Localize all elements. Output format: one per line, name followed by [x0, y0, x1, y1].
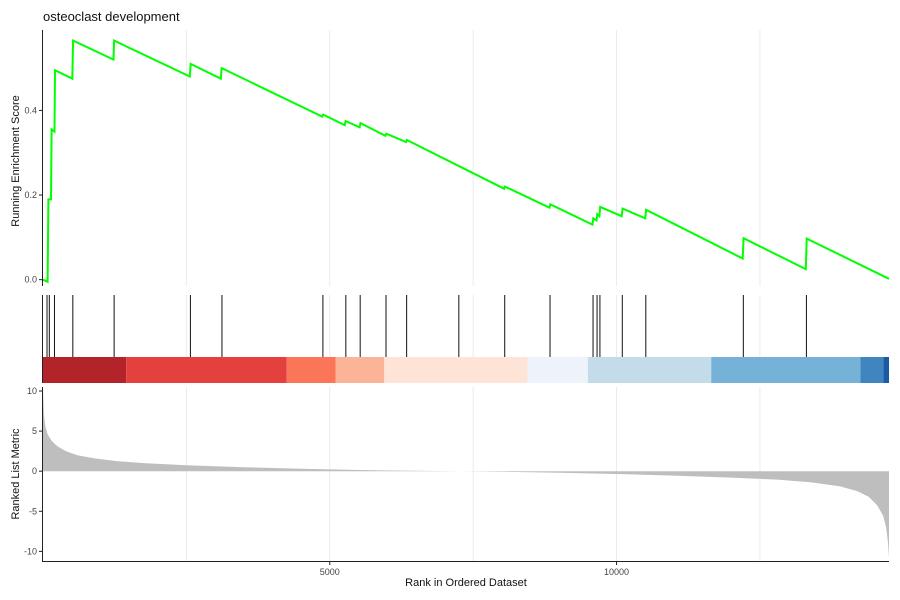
running-score-y-ticks: 0.0 0.2 0.4 [24, 105, 42, 285]
rank-band [384, 357, 528, 383]
y-tick-label: -10 [24, 546, 37, 556]
rank-color-bar [43, 357, 889, 383]
rank-band [286, 357, 336, 383]
y-tick-label: 10 [27, 386, 37, 396]
rank-band [883, 357, 889, 383]
y-tick-label: 0 [32, 466, 37, 476]
y-tick-label: 0.2 [24, 190, 37, 200]
rank-band [126, 357, 287, 383]
running-score-y-axis-title: Running Enrichment Score [10, 95, 22, 226]
running-score-gridlines [185, 30, 761, 286]
ranked-list-y-axis-title: Ranked List Metric [10, 428, 22, 520]
y-tick-label: 0.0 [24, 275, 37, 285]
ranked-list-panel: -10 -5 0 5 10 5000 10000 Ranked List Metric R… [10, 386, 889, 589]
gene-hit-marks [46, 295, 807, 357]
rank-band [527, 357, 588, 383]
x-axis-title: Rank in Ordered Dataset [405, 577, 527, 589]
rank-band [43, 357, 127, 383]
running-score-panel: 0.0 0.2 0.4 Running Enrichment Score [10, 30, 890, 286]
y-tick-label: -5 [29, 506, 37, 516]
ranked-list-y-ticks: -10 -5 0 5 10 [24, 386, 42, 556]
rank-band [335, 357, 385, 383]
rank-band [587, 357, 712, 383]
x-ticks: 5000 10000 [320, 562, 629, 577]
hit-marks-panel [42, 295, 889, 383]
x-tick-label: 5000 [320, 567, 340, 577]
running-score-line [42, 39, 890, 284]
y-tick-label: 0.4 [24, 105, 37, 115]
ranked-list-area [43, 388, 889, 558]
y-tick-label: 5 [32, 426, 37, 436]
chart-title: osteoclast development [43, 9, 180, 24]
rank-band [860, 357, 884, 383]
rank-band [711, 357, 861, 383]
x-tick-label: 10000 [604, 567, 629, 577]
